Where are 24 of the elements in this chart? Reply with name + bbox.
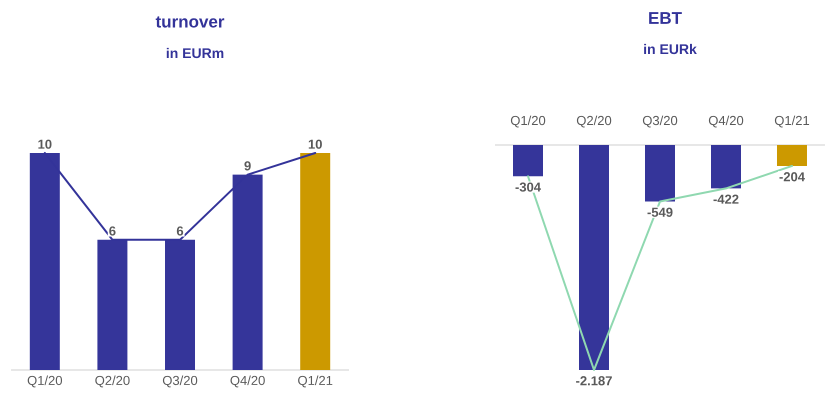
x-tick-label: Q1/21	[774, 116, 810, 128]
data-label: 10	[308, 140, 322, 149]
x-tick-label: Q2/20	[95, 376, 130, 388]
chart-title: turnover	[156, 16, 224, 28]
chart-subtitle: in EURm	[166, 48, 224, 58]
x-tick-label: Q1/20	[510, 116, 546, 128]
data-label: -304	[515, 182, 541, 192]
data-label: -422	[713, 194, 738, 204]
x-tick-label: Q4/20	[708, 116, 744, 128]
chart-title: EBT	[649, 12, 682, 24]
x-tick-label: Q1/21	[298, 376, 332, 388]
data-label: 6	[176, 226, 184, 236]
x-tick-label: Q3/20	[162, 376, 198, 388]
x-tick-label: Q4/20	[230, 376, 265, 388]
chart-subtitle: in EURk	[644, 44, 697, 54]
data-label: 6	[109, 226, 116, 236]
x-tick-label: Q2/20	[576, 116, 612, 128]
data-label: -2.187	[576, 376, 612, 386]
data-label: 10	[38, 140, 52, 149]
x-tick-label: Q3/20	[642, 116, 678, 128]
data-label: 9	[244, 161, 251, 170]
data-label: -204	[779, 172, 805, 182]
x-tick-label: Q1/20	[28, 376, 62, 388]
data-label: -549	[647, 208, 673, 217]
